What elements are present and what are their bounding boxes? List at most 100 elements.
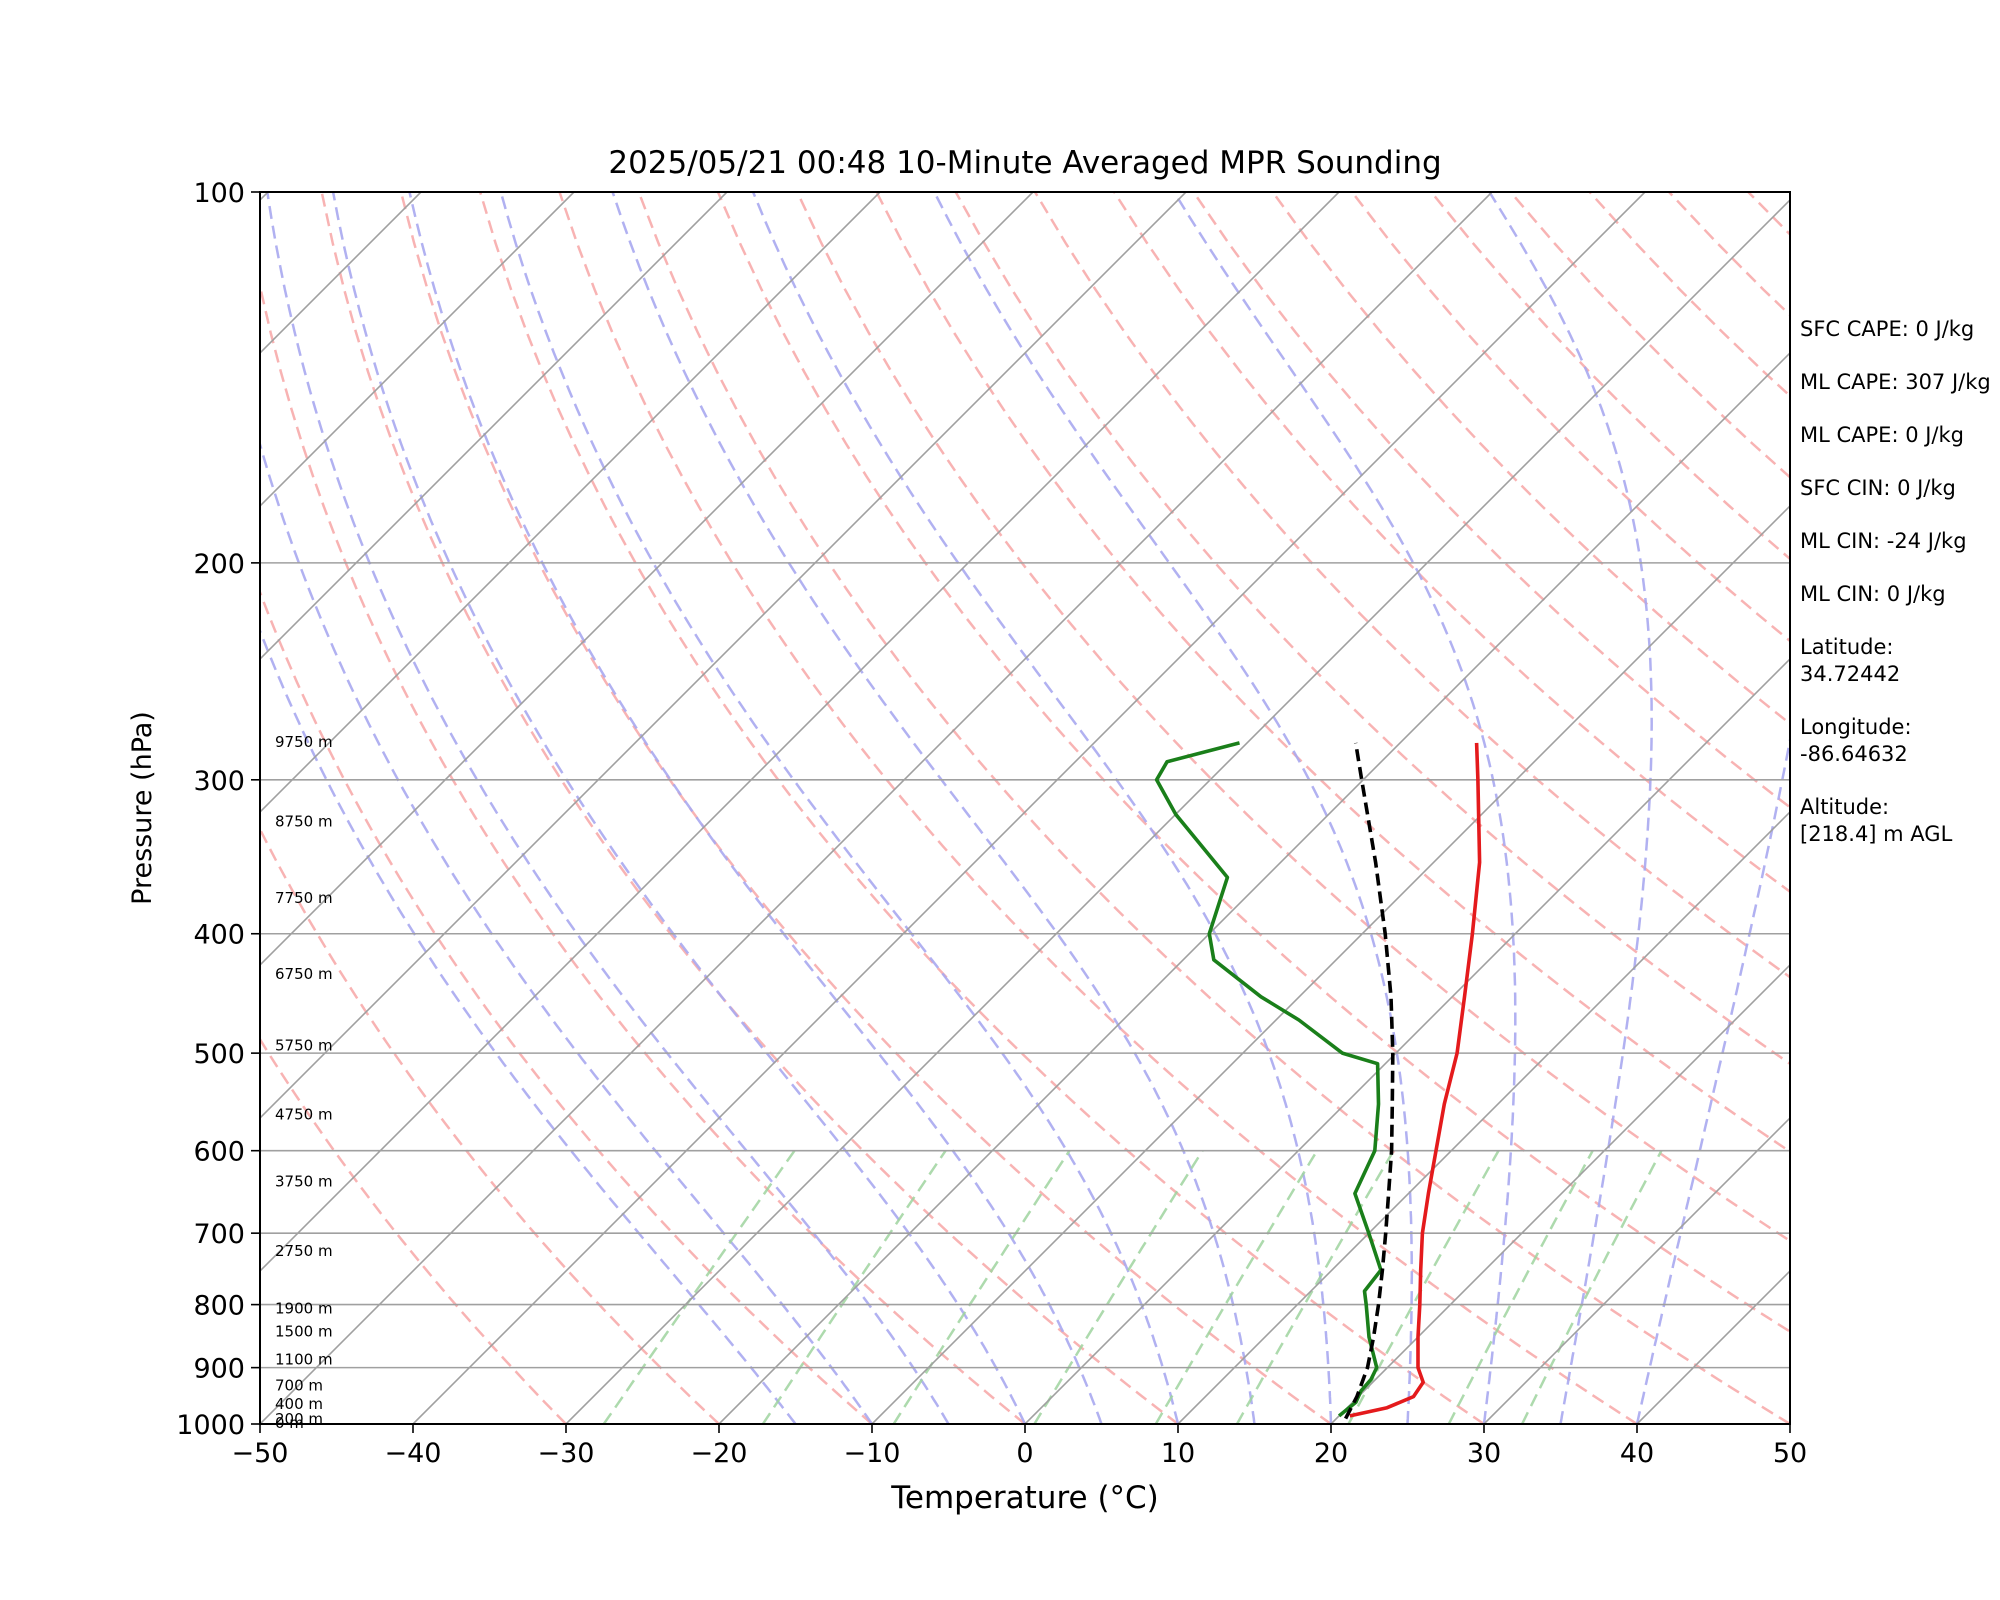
sounding-parameter: ML CIN: -24 J/kg	[1800, 529, 1967, 553]
height-label: 8750 m	[275, 813, 333, 831]
dry-adiabat-line	[1271, 192, 1790, 726]
x-axis: −50 −40 −30 −20 −10 0 10 20 30 40 50	[232, 1424, 1807, 1469]
y-tick-label: 300	[193, 766, 245, 797]
mixing-ratio-line	[602, 1149, 796, 1424]
x-tick-label: −10	[844, 1438, 901, 1469]
x-tick-label: 10	[1161, 1438, 1195, 1469]
isotherm-line	[260, 192, 1034, 967]
sounding-parameter: ML CIN: 0 J/kg	[1800, 582, 1946, 606]
isotherm-line	[1330, 963, 1790, 1424]
y-axis-label: Pressure (hPa)	[127, 711, 158, 905]
moist-adiabat-line	[499, 192, 1180, 1424]
x-tick-label: 20	[1314, 1438, 1348, 1469]
dry-adiabat-line	[954, 192, 1790, 1066]
x-tick-label: −50	[232, 1438, 289, 1469]
y-tick-label: 800	[193, 1291, 245, 1322]
dry-adiabat-line	[875, 192, 1790, 1154]
height-label: 4750 m	[275, 1106, 333, 1124]
dry-adiabat-line	[1033, 192, 1790, 979]
dewpoint-profile-line	[1154, 741, 1383, 1418]
isotherm-line	[260, 192, 881, 814]
moist-adiabat-line	[266, 192, 950, 1424]
height-label: 7750 m	[275, 889, 333, 907]
moist-adiabat-line	[751, 192, 1333, 1424]
moist-adiabat-line	[611, 192, 1256, 1424]
mixing-ratio-line	[1520, 1150, 1663, 1424]
y-tick-label: 700	[193, 1219, 245, 1250]
dry-adiabat-line	[399, 192, 1332, 1424]
isotherm-line	[260, 192, 1493, 1424]
x-tick-label: −40	[385, 1438, 442, 1469]
mixing-ratio-line	[1154, 1150, 1319, 1424]
dry-adiabat-line	[716, 192, 1790, 1334]
y-tick-label: 100	[193, 178, 245, 209]
y-axis: 100 200 300 400 500 600 700 800 900 1000	[176, 178, 260, 1441]
height-label: 2750 m	[275, 1242, 333, 1260]
chart-title: 2025/05/21 00:48 10-Minute Averaged MPR …	[608, 145, 1441, 181]
dry-adiabat-line	[320, 192, 1179, 1424]
dry-adiabat-line	[260, 279, 1026, 1424]
moist-adiabat-line	[408, 192, 1103, 1424]
temperature-profile-line	[1349, 742, 1482, 1418]
height-label: 6750 m	[275, 965, 333, 983]
mixing-ratio-line	[761, 1149, 947, 1424]
sounding-parameter: Longitude: -86.64632	[1800, 715, 1912, 766]
height-label: 700 m	[275, 1376, 323, 1394]
moist-adiabat-line	[933, 192, 1414, 1424]
isotherm-line	[260, 192, 1340, 1273]
y-tick-label: 400	[193, 920, 245, 951]
isotherm-line	[260, 192, 1187, 1120]
height-label: 1500 m	[275, 1323, 333, 1341]
moist-adiabat-line	[260, 627, 797, 1424]
isotherm-line	[260, 192, 575, 508]
plot-frame	[259, 191, 1791, 1425]
height-label: 9750 m	[275, 733, 333, 751]
sounding-parameter: ML CAPE: 0 J/kg	[1800, 423, 1965, 447]
moist-adiabat-line	[1635, 733, 1790, 1424]
x-tick-label: 30	[1467, 1438, 1501, 1469]
x-axis-label: Temperature (°C)	[890, 1480, 1159, 1516]
moist-adiabat-line	[1488, 192, 1653, 1424]
isotherm-line	[412, 192, 1646, 1424]
height-label: 3750 m	[275, 1173, 333, 1191]
sounding-parameters-panel: SFC CAPE: 0 J/kg ML CAPE: 307 J/kg ML CAPE…	[1800, 316, 2000, 874]
parcel-profile-line	[1343, 742, 1395, 1420]
background-reference-lines	[0, 192, 1790, 1424]
x-tick-label: −20	[691, 1438, 748, 1469]
y-tick-label: 900	[193, 1354, 245, 1385]
isotherm-line	[0, 192, 115, 1424]
mixing-ratio-line	[1033, 1150, 1204, 1424]
y-tick-label: 600	[193, 1137, 245, 1168]
sounding-profiles	[1154, 741, 1482, 1420]
height-label: 1900 m	[275, 1299, 333, 1317]
moist-adiabat-line	[260, 439, 874, 1424]
sounding-parameter: ML CAPE: 307 J/kg	[1800, 370, 1991, 394]
sounding-parameter: Latitude: 34.72442	[1800, 635, 1901, 686]
isotherm-line	[1483, 1116, 1790, 1424]
height-label: 1100 m	[275, 1350, 333, 1368]
isotherm-line	[871, 504, 1790, 1424]
x-tick-label: 50	[1773, 1438, 1807, 1469]
x-tick-label: 40	[1620, 1438, 1654, 1469]
dry-adiabat-line	[637, 192, 1790, 1424]
y-tick-label: 200	[193, 549, 245, 580]
height-label: 5750 m	[275, 1037, 333, 1055]
moist-adiabat-line	[1173, 192, 1517, 1424]
y-tick-label: 1000	[176, 1410, 245, 1441]
pressure-gridlines	[260, 562, 1790, 1369]
dry-adiabat-line	[479, 192, 1485, 1424]
mixing-ratio-line	[1447, 1150, 1594, 1424]
isotherm-line	[718, 351, 1790, 1424]
height-label: 400 m	[275, 1395, 323, 1413]
dry-adiabat-line	[558, 192, 1638, 1424]
sounding-parameter: Altitude: [218.4] m AGL	[1800, 795, 1953, 846]
dry-adiabat-line	[260, 826, 720, 1424]
x-tick-label: 0	[1016, 1438, 1033, 1469]
dry-adiabat-line	[796, 192, 1790, 1243]
dry-adiabat-line	[260, 1037, 567, 1424]
sounding-parameter: SFC CAPE: 0 J/kg	[1800, 317, 1975, 341]
x-tick-label: −30	[538, 1438, 595, 1469]
sounding-parameter: SFC CIN: 0 J/kg	[1800, 476, 1956, 500]
